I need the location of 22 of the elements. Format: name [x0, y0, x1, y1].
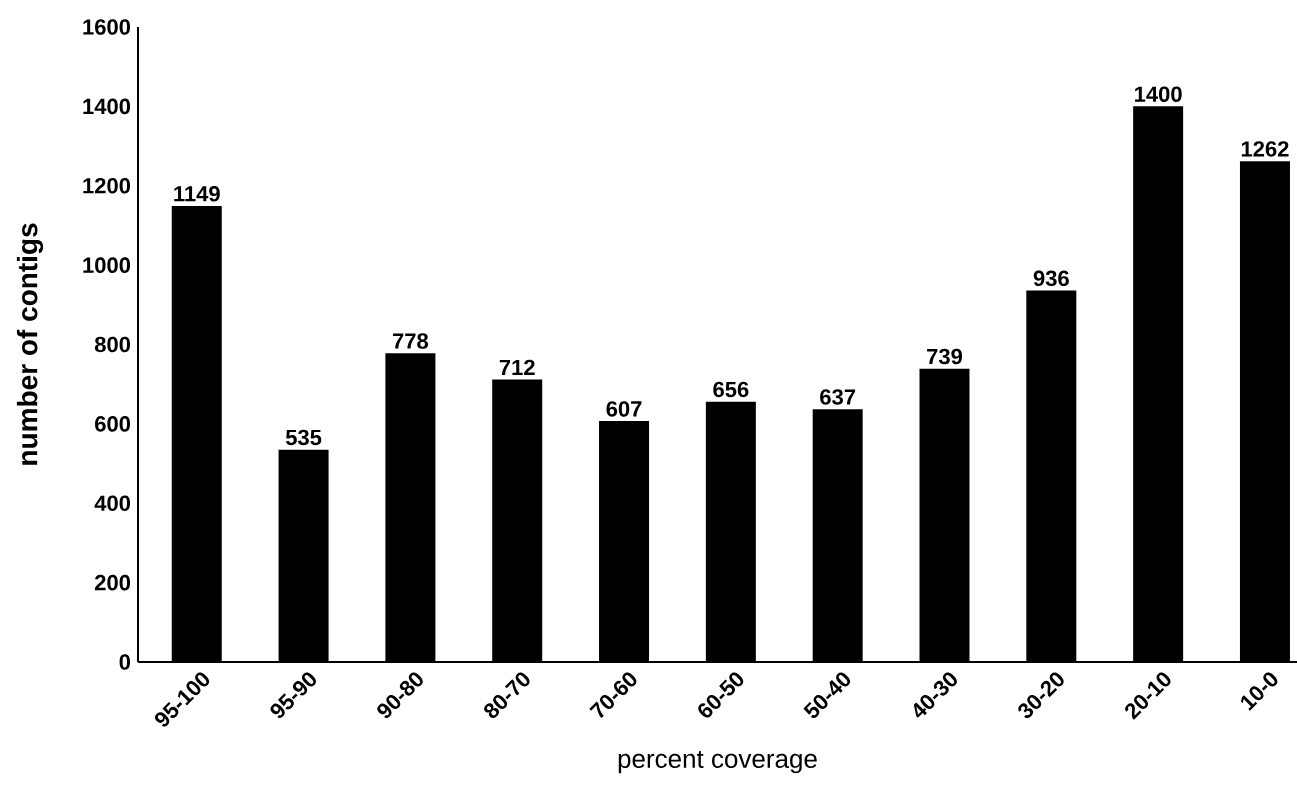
- data-label: 656: [713, 381, 749, 398]
- data-label: 1262: [1241, 141, 1289, 157]
- data-label: 778: [392, 333, 429, 349]
- y-tick-label: 600: [95, 416, 131, 432]
- y-tick-label: 800: [94, 336, 131, 353]
- y-tick-label: 1400: [83, 98, 131, 115]
- data-label: 1149: [174, 186, 220, 202]
- data-label: 607: [606, 401, 642, 417]
- data-label: 535: [285, 429, 322, 446]
- data-label: 936: [1033, 270, 1069, 287]
- x-axis-title: percent coverage: [618, 750, 817, 774]
- data-label: 712: [499, 359, 535, 376]
- data-label: 739: [927, 348, 963, 365]
- y-tick-label: 1000: [83, 257, 131, 273]
- y-tick-label: 1600: [83, 19, 131, 35]
- y-tick-label: 0: [119, 654, 131, 670]
- y-tick-label: 1200: [83, 177, 131, 194]
- data-label: 637: [820, 389, 856, 405]
- data-label: 1400: [1135, 86, 1182, 102]
- y-tick-label: 200: [94, 574, 131, 591]
- y-axis-title: number of contigs: [16, 223, 44, 465]
- y-tick-label: 400: [94, 495, 131, 512]
